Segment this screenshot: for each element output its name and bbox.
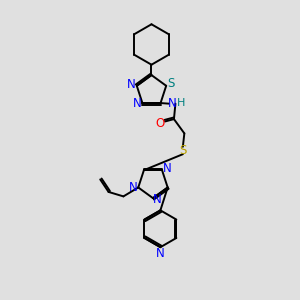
Text: S: S	[167, 77, 175, 90]
Text: N: N	[168, 97, 177, 110]
Text: H: H	[177, 98, 186, 108]
Text: N: N	[128, 181, 137, 194]
Text: N: N	[162, 162, 171, 175]
Text: S: S	[179, 144, 187, 158]
Text: N: N	[127, 78, 136, 91]
Text: N: N	[156, 247, 165, 260]
Text: N: N	[133, 97, 142, 110]
Text: O: O	[156, 117, 165, 130]
Text: N: N	[153, 194, 162, 206]
